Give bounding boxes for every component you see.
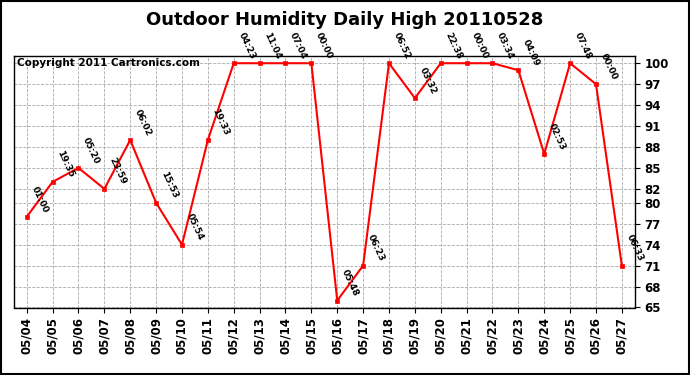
Text: 22:38: 22:38 (444, 31, 464, 60)
Text: Outdoor Humidity Daily High 20110528: Outdoor Humidity Daily High 20110528 (146, 11, 544, 29)
Text: Copyright 2011 Cartronics.com: Copyright 2011 Cartronics.com (17, 57, 200, 68)
Text: 11:04: 11:04 (262, 31, 283, 60)
Text: 07:04: 07:04 (288, 31, 308, 60)
Text: 06:52: 06:52 (392, 31, 412, 60)
Text: 05:54: 05:54 (185, 212, 205, 242)
Text: 00:00: 00:00 (469, 31, 489, 60)
Text: 15:53: 15:53 (159, 170, 179, 200)
Text: 23:59: 23:59 (107, 156, 128, 186)
Text: 01:00: 01:00 (30, 184, 50, 214)
Text: 06:33: 06:33 (624, 233, 645, 263)
Text: 04:09: 04:09 (521, 38, 542, 68)
Text: 06:02: 06:02 (133, 108, 153, 137)
Text: 19:35: 19:35 (55, 149, 76, 179)
Text: 06:23: 06:23 (366, 233, 386, 263)
Text: 00:00: 00:00 (314, 31, 334, 60)
Text: 03:34: 03:34 (495, 31, 515, 60)
Text: 07:48: 07:48 (573, 31, 593, 60)
Text: 19:33: 19:33 (210, 107, 231, 137)
Text: 05:48: 05:48 (340, 268, 360, 298)
Text: 00:00: 00:00 (599, 52, 619, 81)
Text: 05:20: 05:20 (81, 136, 101, 165)
Text: 03:32: 03:32 (417, 66, 438, 95)
Text: 04:23: 04:23 (237, 31, 257, 60)
Text: 02:53: 02:53 (547, 122, 567, 151)
